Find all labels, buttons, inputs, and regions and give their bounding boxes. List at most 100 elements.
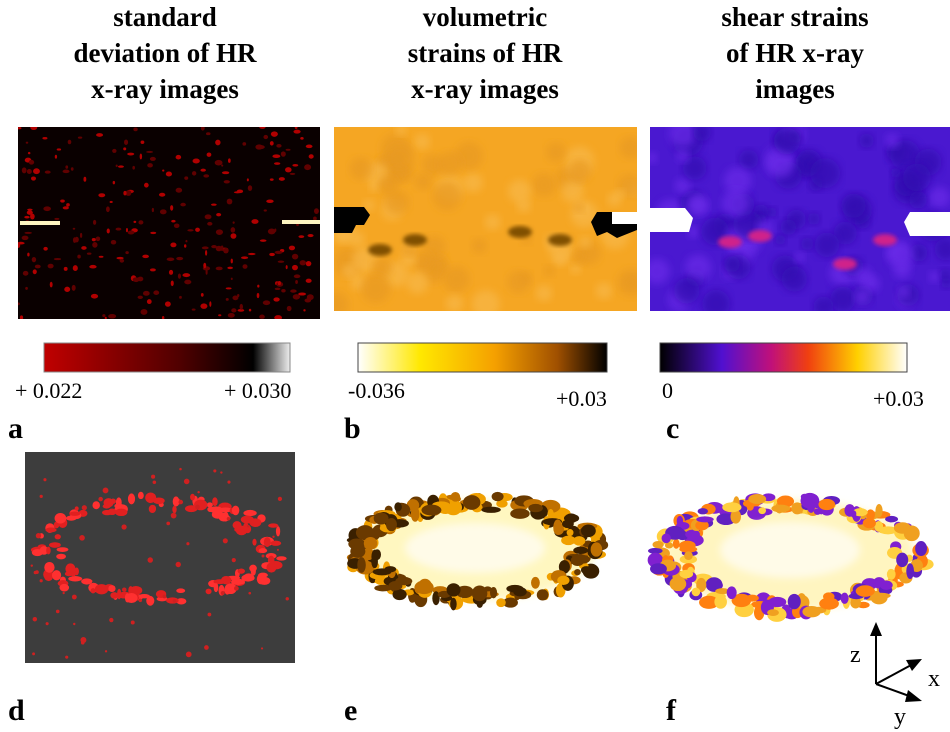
texture: [27, 252, 30, 257]
texture: [184, 176, 189, 180]
texture: [172, 505, 177, 514]
texture: [794, 252, 805, 263]
texture: [72, 227, 76, 230]
texture: [187, 229, 194, 232]
texture: [566, 529, 574, 537]
texture: [153, 497, 165, 505]
texture: [285, 597, 289, 601]
texture: [207, 221, 213, 226]
texture: [260, 647, 264, 650]
texture: [299, 260, 307, 266]
texture: [313, 208, 319, 215]
texture: [652, 540, 664, 549]
texture: [423, 235, 446, 258]
texture: [148, 504, 157, 514]
texture: [248, 591, 252, 595]
texture: [412, 250, 433, 271]
title-line: of HR x-ray: [726, 38, 864, 68]
texture: [697, 508, 708, 515]
texture: [421, 504, 442, 516]
texture: [203, 174, 210, 178]
texture: [28, 159, 35, 165]
texture: [53, 257, 62, 261]
texture: [223, 180, 230, 184]
texture: [69, 511, 81, 516]
texture: [220, 576, 232, 585]
texture: [137, 491, 144, 500]
texture: [548, 234, 572, 246]
texture: [227, 480, 231, 484]
texture: [56, 547, 69, 552]
texture: [146, 299, 152, 305]
texture: [151, 207, 155, 213]
texture: [871, 592, 891, 599]
texture: [274, 315, 282, 319]
texture: [201, 246, 209, 250]
texture: [558, 560, 570, 574]
texture: [251, 219, 259, 224]
texture: [307, 234, 314, 238]
texture: [833, 221, 857, 245]
texture: [619, 136, 637, 159]
texture: [368, 244, 392, 256]
texture: [904, 212, 950, 236]
texture: [79, 535, 85, 541]
texture: [875, 503, 883, 518]
texture: [230, 277, 233, 281]
texture: [133, 127, 138, 132]
texture: [746, 502, 754, 511]
texture: [531, 576, 540, 589]
texture: [491, 491, 504, 502]
texture: [30, 564, 33, 567]
texture: [250, 567, 256, 576]
texture: [272, 535, 275, 538]
texture: [125, 227, 129, 233]
texture: [650, 563, 667, 575]
texture: [42, 136, 48, 140]
texture: [291, 253, 299, 260]
texture: [206, 502, 213, 508]
texture: [133, 220, 137, 224]
texture: [661, 533, 671, 544]
texture: [293, 129, 301, 134]
texture: [546, 142, 566, 163]
texture: [149, 156, 156, 161]
texture: [54, 217, 60, 220]
texture: [98, 193, 106, 198]
texture: [127, 230, 135, 235]
texture: [288, 245, 296, 251]
texture: [227, 312, 235, 318]
texture: [205, 588, 212, 595]
texture: [212, 497, 218, 507]
texture: [334, 291, 349, 311]
texture: [242, 264, 248, 269]
texture: [180, 202, 186, 207]
texture: [896, 552, 909, 568]
texture: [92, 219, 97, 225]
colorbar-max: + 0.030: [224, 378, 291, 403]
texture: [308, 154, 314, 159]
texture: [54, 534, 61, 540]
texture: [235, 525, 248, 536]
texture: [35, 533, 42, 539]
texture: [705, 577, 723, 592]
texture: [185, 239, 188, 243]
texture: [142, 290, 150, 296]
texture: [137, 295, 143, 300]
texture: [730, 509, 742, 524]
texture: [115, 227, 122, 231]
texture: [26, 168, 32, 174]
texture: [886, 568, 896, 580]
texture: [166, 257, 175, 262]
texture: [432, 181, 462, 211]
texture: [102, 504, 111, 509]
texture: [623, 275, 637, 290]
texture: [614, 189, 625, 200]
texture: [445, 294, 464, 311]
texture: [274, 162, 281, 165]
texture: [840, 592, 849, 604]
axis-label: y: [894, 704, 906, 730]
texture: [691, 587, 701, 597]
texture: [159, 209, 167, 215]
texture: [162, 169, 165, 172]
